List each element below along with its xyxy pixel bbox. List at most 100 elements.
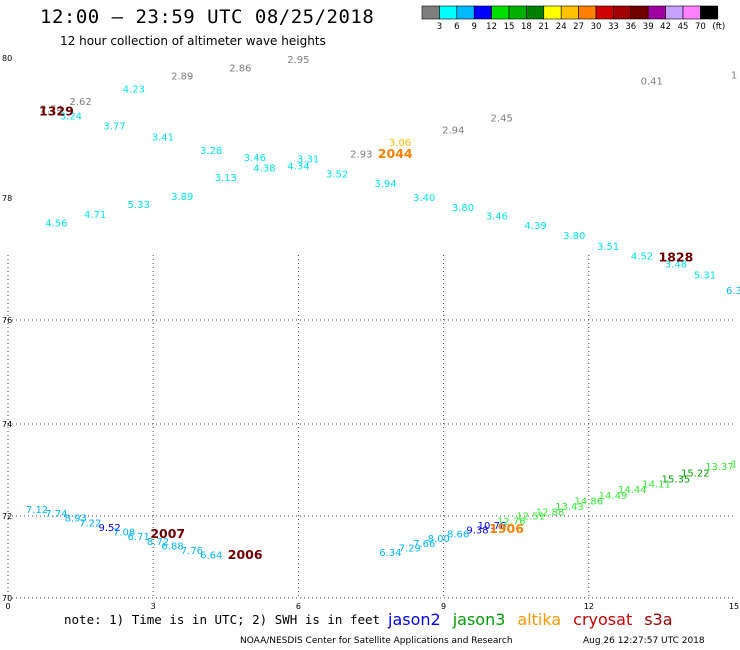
colorbar-label: 33 xyxy=(608,22,619,32)
wave-height-label: 2.95 xyxy=(287,55,309,66)
wave-height-label: 2.86 xyxy=(229,63,251,74)
colorbar-label: 24 xyxy=(556,22,567,32)
wave-height-label: 15.35 xyxy=(662,474,691,485)
lon-label: 9 xyxy=(441,602,446,611)
wave-height-label: 2.93 xyxy=(350,149,372,160)
wave-height-label: 14.86 xyxy=(574,497,603,508)
wave-height-label: 6.34 xyxy=(379,548,401,559)
wave-height-label: 4.71 xyxy=(84,210,106,221)
wave-height-label: 8.93 xyxy=(65,513,87,524)
pass-time-label: 1828 xyxy=(659,249,694,264)
wave-height-label: 3.77 xyxy=(103,121,125,132)
colorbar-label: 6 xyxy=(454,22,459,32)
wave-height-label: 12.51 xyxy=(516,512,545,523)
colorbar-swatch xyxy=(508,5,527,20)
colorbar-label: 18 xyxy=(521,22,532,32)
legend-satellite-jason2: jason2 xyxy=(388,610,441,629)
colorbar-swatch xyxy=(665,5,684,20)
lat-label: 74 xyxy=(2,420,12,429)
wave-height-label: 15.22 xyxy=(681,468,710,479)
colorbar-label: 9 xyxy=(471,22,476,32)
colorbar-swatch xyxy=(700,5,719,20)
wave-height-label: 12.76 xyxy=(497,517,526,528)
pass-time-label: 1906 xyxy=(489,521,524,536)
wave-height-label: 3.46 xyxy=(244,153,266,164)
wave-height-label: 7.29 xyxy=(399,544,421,555)
satellite-legend: jason2 jason3 altika cryosat s3a xyxy=(388,610,685,629)
wave-height-label: 4.56 xyxy=(45,219,67,230)
lon-label: 15 xyxy=(729,602,739,611)
wave-height-label: 3.80 xyxy=(563,231,585,242)
wave-height-label: 3.31 xyxy=(297,154,319,165)
wave-height-label: 2.62 xyxy=(69,97,91,108)
wave-height-label: 6.88 xyxy=(161,542,183,553)
legend-satellite-jason3: jason3 xyxy=(452,610,506,629)
colorbar-swatch xyxy=(439,5,458,20)
wave-height-label: 3.06 xyxy=(389,138,411,149)
graticule xyxy=(7,255,734,599)
colorbar-swatch xyxy=(421,5,440,20)
colorbar-swatch xyxy=(456,5,475,20)
wave-height-label: 8.00 xyxy=(428,534,450,545)
wave-height-label: 3.13 xyxy=(215,173,237,184)
pass-time-label: 2007 xyxy=(150,526,185,541)
lon-label: 3 xyxy=(151,602,156,611)
edge-label: 1 xyxy=(731,70,737,81)
wave-height-label: 4.38 xyxy=(253,163,275,174)
colorbar-swatch xyxy=(543,5,562,20)
colorbar-label: 15 xyxy=(504,22,515,32)
wave-height-label: 3.48 xyxy=(665,260,687,271)
wave-height-label: 7.74 xyxy=(45,509,67,520)
wave-height-label: 3.41 xyxy=(152,133,174,144)
generation-timestamp: Aug 26 12:27:57 UTC 2018 xyxy=(583,636,705,646)
legend-satellite-s3a: s3a xyxy=(644,610,673,629)
wave-height-label: 9.38 xyxy=(466,526,488,537)
wave-height-label: 7.66 xyxy=(413,539,435,550)
colorbar-label: 12 xyxy=(486,22,497,32)
wave-height-label: 7.12 xyxy=(26,505,48,516)
wave-height-label: 6.3 xyxy=(726,286,740,297)
wave-height-label: 2.89 xyxy=(171,72,193,83)
colorbar-unit: (ft) xyxy=(712,22,725,32)
lat-label: 70 xyxy=(2,594,12,603)
colorbar-swatch xyxy=(682,5,701,20)
wave-height-label: 3.80 xyxy=(452,203,474,214)
wave-height-label: 3.52 xyxy=(326,170,348,181)
wave-height-label: 10.76 xyxy=(478,521,507,532)
wave-height-label: 4.52 xyxy=(631,252,653,263)
wave-height-label: 13.43 xyxy=(555,502,584,513)
colorbar-label: 45 xyxy=(678,22,689,32)
footnote: note: 1) Time is in UTC; 2) SWH is in fe… xyxy=(64,612,381,627)
wave-height-label: 9.52 xyxy=(99,523,121,534)
wave-height-label: 3.40 xyxy=(413,193,435,204)
wave-height-label: 5.31 xyxy=(694,271,716,282)
wave-height-label: 6.64 xyxy=(200,551,222,562)
colorbar-label: 39 xyxy=(643,22,654,32)
wave-height-label: 3.24 xyxy=(60,112,82,123)
wave-height-label: 3.89 xyxy=(171,192,193,203)
colorbar-label: 27 xyxy=(573,22,584,32)
colorbar-swatch xyxy=(526,5,545,20)
colorbar-swatch xyxy=(560,5,579,20)
wave-height-label: 3.94 xyxy=(374,179,396,190)
wave-height-label: 2.74 xyxy=(40,105,62,116)
wave-height-label: 0.41 xyxy=(641,77,663,88)
lat-label: 78 xyxy=(2,194,12,203)
page-title: 12:00 – 23:59 UTC 08/25/2018 xyxy=(40,6,375,28)
lon-label: 6 xyxy=(296,602,301,611)
colorbar-swatch xyxy=(473,5,492,20)
legend-satellite-altika: altika xyxy=(517,610,562,629)
wave-height-label: 7.76 xyxy=(181,546,203,557)
colorbar-swatch xyxy=(595,5,614,20)
wave-height-label: 2.45 xyxy=(491,114,513,125)
colorbar-label: 3 xyxy=(437,22,442,32)
wave-height-label: 4.39 xyxy=(524,221,546,232)
colorbar-swatch xyxy=(647,5,666,20)
lon-label: 0 xyxy=(5,602,10,611)
wave-height-label: 14.49 xyxy=(599,491,628,502)
colorbar-label: 21 xyxy=(538,22,549,32)
colorbar-swatch xyxy=(630,5,649,20)
pass-time-label: 1329 xyxy=(39,103,74,118)
